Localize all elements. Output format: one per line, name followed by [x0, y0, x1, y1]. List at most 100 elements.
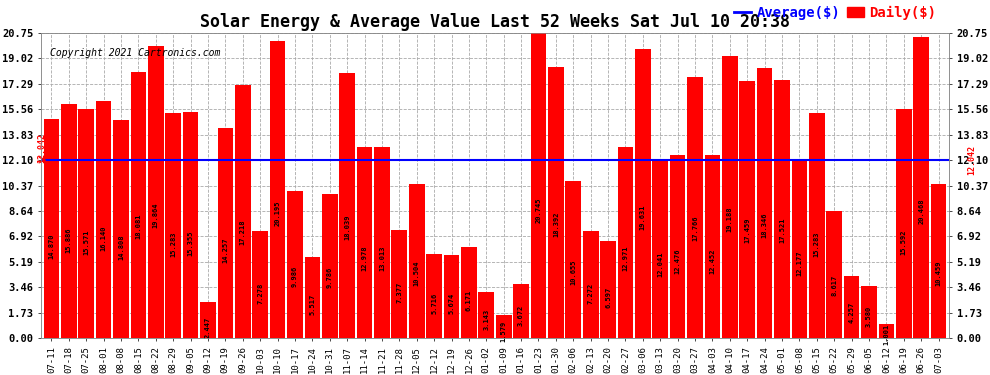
Text: 18.392: 18.392 — [552, 212, 559, 237]
Bar — [131, 72, 147, 338]
Text: 1.579: 1.579 — [501, 321, 507, 342]
Title: Solar Energy & Average Value Last 52 Weeks Sat Jul 10 20:38: Solar Energy & Average Value Last 52 Wee… — [200, 13, 790, 31]
Bar — [652, 161, 668, 338]
Text: 18.039: 18.039 — [345, 214, 350, 240]
Text: 12.042: 12.042 — [38, 134, 47, 164]
Text: 10.504: 10.504 — [414, 261, 420, 286]
Text: 17.521: 17.521 — [779, 217, 785, 243]
Bar — [287, 191, 303, 338]
Bar — [478, 292, 494, 338]
Text: 8.617: 8.617 — [832, 274, 838, 296]
Text: 2.447: 2.447 — [205, 317, 211, 338]
Bar — [96, 100, 112, 338]
Text: 5.716: 5.716 — [431, 292, 438, 314]
Bar — [843, 276, 859, 338]
Text: 15.886: 15.886 — [65, 227, 72, 253]
Text: 12.971: 12.971 — [623, 245, 629, 271]
Text: 19.631: 19.631 — [640, 204, 645, 230]
Bar — [513, 284, 529, 338]
Bar — [113, 120, 129, 338]
Text: 14.257: 14.257 — [223, 237, 229, 263]
Bar — [374, 147, 390, 338]
Text: 7.272: 7.272 — [588, 283, 594, 304]
Text: 7.377: 7.377 — [396, 282, 402, 303]
Bar — [427, 254, 442, 338]
Text: 12.177: 12.177 — [796, 250, 803, 276]
Text: 12.978: 12.978 — [361, 245, 367, 271]
Text: 20.745: 20.745 — [536, 197, 542, 223]
Bar — [861, 286, 877, 338]
Bar — [78, 109, 94, 338]
Bar — [183, 112, 198, 338]
Text: 3.580: 3.580 — [866, 306, 872, 327]
Bar — [496, 315, 512, 338]
Text: 14.870: 14.870 — [49, 234, 54, 259]
Text: 12.041: 12.041 — [657, 251, 663, 277]
Text: 19.188: 19.188 — [727, 207, 733, 232]
Bar — [461, 248, 477, 338]
Text: 17.459: 17.459 — [744, 217, 750, 243]
Text: 14.808: 14.808 — [118, 234, 124, 260]
Text: 1.001: 1.001 — [883, 323, 889, 345]
Bar — [635, 49, 650, 338]
Text: 20.468: 20.468 — [918, 199, 925, 225]
Bar — [878, 324, 894, 338]
Text: 3.143: 3.143 — [483, 308, 489, 330]
Bar — [356, 147, 372, 338]
Text: 5.674: 5.674 — [448, 292, 454, 314]
Bar — [235, 85, 250, 338]
Bar — [531, 33, 546, 338]
Bar — [896, 109, 912, 338]
Bar — [409, 184, 425, 338]
Text: 12.452: 12.452 — [710, 249, 716, 274]
Text: 3.672: 3.672 — [518, 305, 524, 326]
Bar — [444, 255, 459, 338]
Bar — [809, 113, 825, 338]
Text: 4.257: 4.257 — [848, 302, 854, 322]
Bar — [61, 104, 76, 338]
Bar — [914, 37, 929, 338]
Bar — [705, 155, 721, 338]
Text: 19.864: 19.864 — [152, 203, 158, 228]
Text: 16.140: 16.140 — [101, 226, 107, 251]
Bar — [618, 147, 634, 338]
Text: 7.278: 7.278 — [257, 283, 263, 304]
Text: 15.283: 15.283 — [170, 231, 176, 256]
Bar — [391, 230, 407, 338]
Bar — [565, 182, 581, 338]
Text: 12.476: 12.476 — [674, 249, 681, 274]
Text: 6.597: 6.597 — [605, 287, 611, 308]
Bar — [340, 73, 355, 338]
Text: 6.171: 6.171 — [466, 290, 472, 311]
Text: 15.355: 15.355 — [187, 231, 194, 256]
Legend: Average($), Daily($): Average($), Daily($) — [729, 0, 942, 25]
Text: 10.459: 10.459 — [936, 261, 941, 286]
Text: 18.081: 18.081 — [136, 214, 142, 239]
Bar — [269, 41, 285, 338]
Bar — [548, 68, 563, 338]
Text: Copyright 2021 Cartronics.com: Copyright 2021 Cartronics.com — [50, 48, 221, 58]
Text: 17.766: 17.766 — [692, 216, 698, 241]
Text: 9.986: 9.986 — [292, 266, 298, 287]
Text: 10.655: 10.655 — [570, 260, 576, 285]
Bar — [722, 56, 738, 338]
Bar — [740, 81, 755, 338]
Bar — [44, 119, 59, 338]
Bar — [165, 113, 181, 338]
Bar — [792, 159, 807, 338]
Bar — [322, 194, 338, 338]
Bar — [583, 231, 599, 338]
Text: 20.195: 20.195 — [274, 201, 280, 226]
Bar — [200, 302, 216, 338]
Bar — [687, 76, 703, 338]
Text: 15.592: 15.592 — [901, 229, 907, 255]
Bar — [600, 241, 616, 338]
Text: 9.786: 9.786 — [327, 267, 333, 288]
Bar — [305, 257, 320, 338]
Text: 5.517: 5.517 — [309, 294, 316, 315]
Bar — [218, 128, 234, 338]
Bar — [931, 184, 946, 338]
Bar — [148, 46, 163, 338]
Bar — [252, 231, 268, 338]
Text: 15.571: 15.571 — [83, 229, 89, 255]
